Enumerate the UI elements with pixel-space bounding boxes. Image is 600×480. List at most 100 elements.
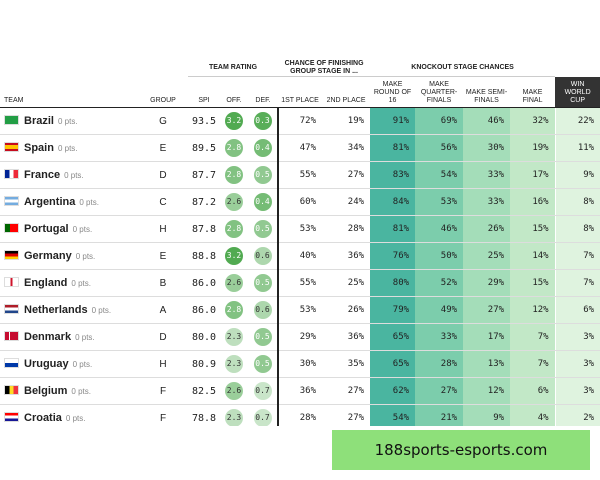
group-cell: B	[138, 269, 188, 297]
team-name: Portugal	[24, 223, 69, 235]
offense-rating: 2.6	[225, 274, 243, 292]
chance-cell: 27%	[322, 161, 371, 189]
offense-rating: 2.8	[225, 139, 243, 157]
group-cell: D	[138, 323, 188, 351]
chance-cell: 25%	[463, 242, 511, 270]
chance-cell: 55%	[278, 269, 323, 297]
team-cell: Brazil 0 pts.	[0, 107, 138, 135]
chance-cell: 36%	[322, 323, 371, 351]
column-header: OFF.	[220, 76, 248, 108]
team-row: Denmark 0 pts. D 80.0 2.3 0.5 29% 36% 65% 33% 17% 7…	[0, 323, 600, 351]
forecast-table: TEAM RATING CHANCE OF FINISHING GROUP STA…	[0, 60, 600, 426]
group-header: KNOCKOUT STAGE CHANCES	[370, 60, 556, 77]
chance-cell: 16%	[510, 188, 556, 216]
chance-cell: 12%	[463, 377, 511, 405]
offense-rating: 2.8	[225, 301, 243, 319]
group-cell: E	[138, 134, 188, 162]
flag-icon	[4, 304, 19, 314]
chance-cell: 46%	[463, 107, 511, 135]
team-points: 0 pts.	[71, 279, 91, 288]
chance-cell: 35%	[322, 350, 371, 378]
defense-cell: 0.6	[248, 242, 280, 270]
chance-cell: 12%	[510, 296, 556, 324]
team-points: 0 pts.	[79, 198, 99, 207]
spi-cell: 86.0	[188, 296, 220, 324]
defense-cell: 0.6	[248, 296, 280, 324]
flag-icon	[4, 169, 19, 179]
team-row: Brazil 0 pts. G 93.5 3.2 0.3 72% 19% 91% 69% 46% 32…	[0, 107, 600, 135]
offense-cell: 2.3	[220, 404, 248, 426]
chance-cell: 60%	[278, 188, 323, 216]
team-name: Croatia	[24, 412, 62, 424]
column-header: MAKE ROUND OF 16	[370, 76, 416, 108]
group-header: TEAM RATING	[188, 60, 279, 77]
flag-icon	[4, 115, 19, 125]
team-cell: Portugal 0 pts.	[0, 215, 138, 243]
offense-cell: 2.6	[220, 188, 248, 216]
flag-icon	[4, 331, 19, 341]
offense-rating: 3.2	[225, 247, 243, 265]
team-points: 0 pts.	[57, 117, 78, 126]
defense-cell: 0.5	[248, 269, 280, 297]
team-points: 0 pts.	[75, 333, 95, 342]
chance-cell: 33%	[463, 188, 511, 216]
defense-cell: 0.5	[248, 350, 280, 378]
chance-cell: 9%	[554, 161, 600, 189]
team-cell: England 0 pts.	[0, 269, 138, 297]
spi-cell: 89.5	[188, 134, 220, 162]
chance-cell: 19%	[322, 107, 371, 135]
chance-cell: 76%	[370, 242, 416, 270]
spi-cell: 86.0	[188, 269, 220, 297]
defense-cell: 0.3	[248, 107, 280, 135]
team-name: Uruguay	[24, 358, 69, 370]
chance-cell: 36%	[322, 242, 371, 270]
team-points: 0 pts.	[72, 360, 93, 369]
offense-rating: 2.8	[225, 166, 243, 184]
column-header: 2ND PLACE	[322, 76, 371, 108]
flag-icon	[4, 196, 19, 206]
group-header: CHANCE OF FINISHING GROUP STAGE IN ...	[278, 60, 371, 77]
defense-cell: 0.5	[248, 161, 280, 189]
team-row: England 0 pts. B 86.0 2.6 0.5 55% 25% 80% 52% 29% 1…	[0, 269, 600, 297]
table-body: Brazil 0 pts. G 93.5 3.2 0.3 72% 19% 91% 69% 46% 32…	[0, 107, 600, 426]
team-cell: Uruguay 0 pts.	[0, 350, 138, 378]
chance-cell: 54%	[370, 404, 416, 426]
team-row: Portugal 0 pts. H 87.8 2.8 0.5 53% 28% 81% 46% 26%…	[0, 215, 600, 243]
team-name: Belgium	[24, 385, 68, 397]
chance-cell: 69%	[415, 107, 464, 135]
column-header: TEAM	[0, 76, 138, 108]
chance-cell: 55%	[278, 161, 323, 189]
team-cell: Croatia 0 pts.	[0, 404, 138, 426]
defense-cell: 0.7	[248, 404, 280, 426]
column-header: MAKE SEMI-FINALS	[463, 76, 511, 108]
group-cell: H	[138, 215, 188, 243]
offense-rating: 3.2	[225, 112, 243, 130]
team-name: Brazil	[24, 115, 54, 127]
chance-cell: 7%	[510, 323, 556, 351]
chance-cell: 49%	[415, 296, 464, 324]
spi-cell: 80.9	[188, 350, 220, 378]
chance-cell: 3%	[554, 377, 600, 405]
defense-rating: 0.5	[253, 355, 272, 373]
chance-cell: 56%	[415, 134, 464, 162]
group-cell: H	[138, 350, 188, 378]
offense-rating: 2.3	[225, 328, 243, 346]
chance-cell: 19%	[510, 134, 556, 162]
chance-cell: 11%	[554, 134, 600, 162]
team-row: Uruguay 0 pts. H 80.9 2.3 0.5 30% 35% 65% 28% 13% 7…	[0, 350, 600, 378]
chance-cell: 22%	[554, 107, 600, 135]
team-points: 0 pts.	[72, 225, 93, 234]
defense-rating: 0.5	[253, 328, 272, 346]
offense-cell: 2.8	[220, 161, 248, 189]
chance-cell: 8%	[554, 215, 600, 243]
offense-cell: 2.8	[220, 296, 248, 324]
chance-cell: 54%	[415, 161, 464, 189]
offense-rating: 2.6	[225, 193, 243, 211]
column-header: SPI	[188, 76, 220, 108]
chance-cell: 29%	[278, 323, 323, 351]
chance-cell: 26%	[322, 296, 371, 324]
defense-rating: 0.6	[253, 247, 272, 265]
team-points: 0 pts.	[91, 306, 112, 315]
defense-rating: 0.4	[253, 193, 272, 211]
chance-cell: 15%	[510, 269, 556, 297]
